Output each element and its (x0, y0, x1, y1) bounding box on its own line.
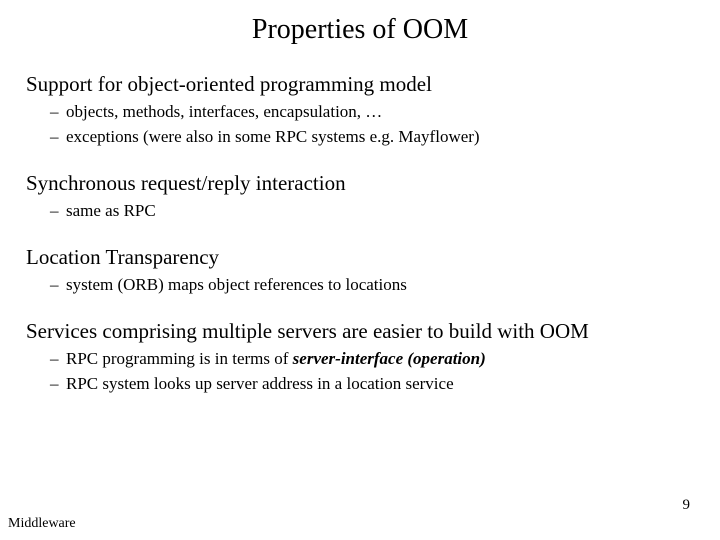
slide: Properties of OOM Support for object-ori… (0, 0, 720, 540)
bullet-item: system (ORB) maps object references to l… (50, 274, 694, 297)
bullet-item: RPC programming is in terms of server-in… (50, 348, 694, 371)
page-number: 9 (683, 497, 691, 514)
slide-title: Properties of OOM (0, 0, 720, 54)
bullet-item: objects, methods, interfaces, encapsulat… (50, 101, 694, 124)
bullet-list: system (ORB) maps object references to l… (26, 274, 694, 297)
bullet-item: same as RPC (50, 200, 694, 223)
bullet-emph: server-interface (operation) (293, 349, 486, 368)
bullet-item: RPC system looks up server address in a … (50, 373, 694, 396)
bullet-text: RPC programming is in terms of (66, 349, 293, 368)
bullet-item: exceptions (were also in some RPC system… (50, 126, 694, 149)
footer-label: Middleware (8, 516, 76, 532)
bullet-list: same as RPC (26, 200, 694, 223)
bullet-list: objects, methods, interfaces, encapsulat… (26, 101, 694, 149)
topic-heading: Location Transparency (26, 245, 694, 270)
topic-heading: Support for object-oriented programming … (26, 72, 694, 97)
topic-heading: Synchronous request/reply interaction (26, 171, 694, 196)
slide-body: Support for object-oriented programming … (0, 72, 720, 396)
topic-heading: Services comprising multiple servers are… (26, 319, 694, 344)
bullet-list: RPC programming is in terms of server-in… (26, 348, 694, 396)
